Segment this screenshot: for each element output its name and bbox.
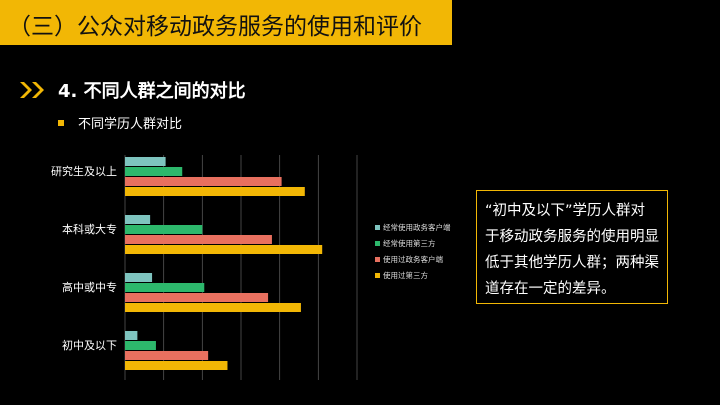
bar <box>125 293 269 302</box>
bar <box>125 235 272 244</box>
page-title: （三）公众对移动政务服务的使用和评价 <box>8 14 422 40</box>
note-text: “初中及以下”学历人群对于移动政务服务的使用明显低于其他学历人群；两种渠道存在一… <box>485 203 659 297</box>
category-label: 研究生及以上 <box>51 164 117 178</box>
bar <box>125 331 138 340</box>
legend-swatch <box>375 225 380 230</box>
bar <box>125 273 153 282</box>
bar <box>125 177 282 186</box>
section-title: 4. 不同人群之间的对比 <box>58 81 246 102</box>
section-heading: 4. 不同人群之间的对比 <box>18 78 246 102</box>
category-label: 本科或大专 <box>62 222 117 236</box>
subtitle-row: 不同学历人群对比 <box>58 113 182 132</box>
category-label: 高中或中专 <box>62 280 117 294</box>
double-chevron-right-icon <box>20 82 44 98</box>
bar-chart: 0.00%10.00%20.00%30.00%40.00%50.00%60.00… <box>51 155 451 380</box>
bar <box>125 245 323 254</box>
bar <box>125 341 156 350</box>
square-bullet-icon <box>58 119 64 126</box>
bar <box>125 215 151 224</box>
bar <box>125 361 228 370</box>
bar <box>125 283 205 292</box>
legend-swatch <box>375 241 380 246</box>
legend-label: 使用过政务客户端 <box>383 254 443 264</box>
category-label: 初中及以下 <box>62 338 117 352</box>
legend-label: 使用过第三方 <box>383 270 428 280</box>
bar <box>125 167 183 176</box>
note-box: “初中及以下”学历人群对于移动政务服务的使用明显低于其他学历人群；两种渠道存在一… <box>476 190 668 304</box>
legend-swatch <box>375 273 380 278</box>
chart-subtitle: 不同学历人群对比 <box>78 117 183 132</box>
bar <box>125 303 301 312</box>
bar <box>125 157 166 166</box>
legend-swatch <box>375 257 380 262</box>
bar <box>125 187 305 196</box>
legend-label: 经常使用第三方 <box>383 238 436 248</box>
legend-label: 经常使用政务客户端 <box>383 222 451 232</box>
bar <box>125 225 203 234</box>
bar <box>125 351 209 360</box>
title-bar: （三）公众对移动政务服务的使用和评价 <box>0 0 452 45</box>
